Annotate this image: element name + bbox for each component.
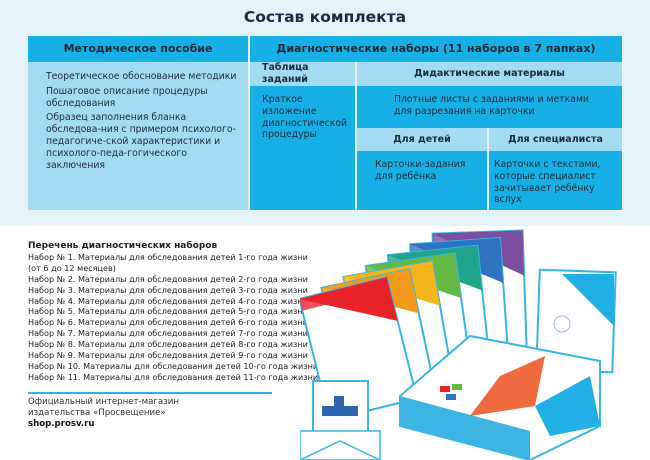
tasks-text: Краткое изложение диагностической процед… xyxy=(250,86,355,210)
folders xyxy=(300,229,528,422)
spec-text: Карточки с текстами, которые специалист … xyxy=(489,151,622,210)
list-item: Набор № 11. Материалы для обследования д… xyxy=(28,371,319,382)
col1-header: Методическое пособие xyxy=(28,36,248,62)
col1-body: Теоретическое обоснование методики Пошаг… xyxy=(28,62,248,210)
list-item: Набор № 6. Материалы для обследования де… xyxy=(28,317,308,328)
envelope xyxy=(300,380,381,460)
col2-header: Диагностические наборы (11 наборов в 7 п… xyxy=(250,36,622,62)
product-illustration xyxy=(300,229,617,460)
spec-header: Для специалиста xyxy=(489,128,622,151)
sets-list: Перечень диагностических наборов Набор №… xyxy=(28,241,318,383)
list-item: Набор № 3. Материалы для обследования де… xyxy=(28,284,308,295)
list-item: Набор № 2. Материалы для обследования де… xyxy=(28,273,308,284)
col1-item: Теоретическое обоснование методики xyxy=(46,71,237,82)
box xyxy=(399,334,601,460)
shop-line: Официальный интернет-магазин xyxy=(28,397,179,407)
page-title: Состав комплекта xyxy=(243,8,407,26)
shop-line: издательства «Просвещение» xyxy=(28,408,166,418)
list-heading: Перечень диагностических наборов xyxy=(28,241,218,251)
col1-item: Пошаговое описание процедуры обследовани… xyxy=(46,85,208,109)
shop-link[interactable]: shop.prosv.ru xyxy=(28,419,95,429)
list-item: Набор № 9. Материалы для обследования де… xyxy=(28,350,308,361)
didactic-header: Дидактические материалы xyxy=(357,62,622,86)
list-item: Набор № 10. Материалы для обследования д… xyxy=(28,360,319,371)
list-item: Набор № 7. Материалы для обследования де… xyxy=(28,328,308,339)
kids-header: Для детей xyxy=(357,128,487,151)
list-item: (от 6 до 12 месяцев) xyxy=(28,262,116,273)
col1-item: Образец заполнения бланка обследова-ния … xyxy=(46,112,236,171)
kids-text: Карточки-задания для ребёнка xyxy=(357,151,487,210)
didactic-text: Плотные листы с заданиями и метками для … xyxy=(357,86,622,128)
manual-book xyxy=(535,268,617,374)
tasks-header: Таблица заданий xyxy=(250,62,355,86)
shop-info: Официальный интернет-магазин издательств… xyxy=(28,397,179,430)
list-item: Набор № 5. Материалы для обследования де… xyxy=(28,306,308,317)
list-item: Набор № 4. Материалы для обследования де… xyxy=(28,295,308,306)
list-item: Набор № 1. Материалы для обследования де… xyxy=(28,251,308,262)
list-item: Набор № 8. Материалы для обследования де… xyxy=(28,339,308,350)
divider xyxy=(28,392,272,394)
